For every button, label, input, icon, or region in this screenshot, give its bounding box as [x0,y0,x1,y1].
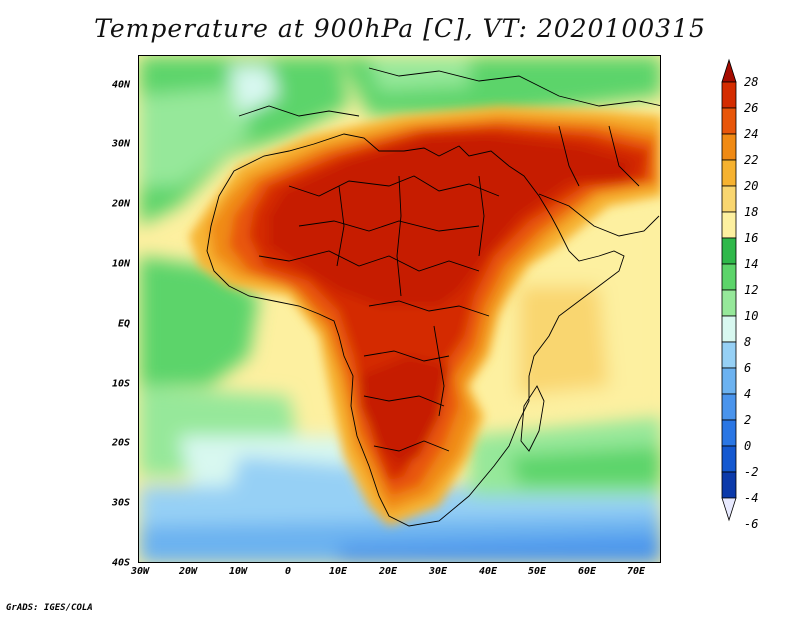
colorbar-swatch [721,185,737,213]
colorbar-label: 8 [744,335,752,349]
colorbar-label: 28 [744,75,759,89]
lat-label: 30N [111,138,130,150]
colorbar-label: 2 [744,413,752,427]
colorbar-swatch [721,237,737,265]
colorbar-label: 10 [744,309,759,323]
colorbar-swatch [721,471,737,499]
colorbar-label: 20 [744,179,759,193]
colorbar-label: 18 [744,205,759,219]
colorbar-swatch [721,367,737,395]
colorbar-label: -6 [744,517,759,531]
lon-label: 0 [284,566,292,577]
colorbar-up-arrow-icon [721,58,737,83]
colorbar-swatch [721,289,737,317]
lat-label: EQ [117,318,130,330]
colorbar-swatch [721,107,737,135]
colorbar-label: 0 [744,439,752,453]
colorbar-label: 26 [744,101,759,115]
coastlines [206,67,660,527]
lon-label: 20E [378,566,398,577]
colorbar-label: 24 [744,127,759,141]
colorbar-swatch [721,393,737,421]
colorbar-label: 16 [744,231,759,245]
colorbar-swatch [721,263,737,291]
colorbar-swatch [721,159,737,187]
lat-label: 20N [111,198,130,210]
lon-label: 30E [428,566,448,577]
colorbar-swatch [721,315,737,343]
colorbar-swatch [721,211,737,239]
colorbar [721,58,737,522]
lat-label: 10S [111,378,130,390]
colorbar-label: 12 [744,283,759,297]
lat-label: 20S [111,437,130,449]
lon-label: 70E [626,566,646,577]
lat-label: 40S [111,557,130,569]
lon-label: 50E [527,566,547,577]
lat-label: 40N [111,79,130,91]
chart-title: Temperature at 900hPa [C], VT: 202010031… [94,14,706,43]
credit-text: GrADS: IGES/COLA [6,603,93,613]
temperature-field [139,56,660,562]
colorbar-label: -4 [744,491,759,505]
colorbar-swatch [721,81,737,109]
colorbar-down-arrow-icon [721,497,737,522]
colorbar-label: 4 [744,387,752,401]
lat-label: 10N [111,258,130,270]
lon-label: 30W [130,566,150,577]
lon-label: 10W [228,566,248,577]
colorbar-swatch [721,419,737,447]
colorbar-label: 6 [744,361,752,375]
colorbar-swatch [721,445,737,473]
lat-label: 30S [111,497,130,509]
lon-label: 60E [577,566,597,577]
lon-label: 40E [478,566,498,577]
colorbar-label: -2 [744,465,759,479]
map-panel [138,55,661,563]
lon-label: 20W [178,566,198,577]
colorbar-swatch [721,133,737,161]
lon-label: 10E [328,566,348,577]
colorbar-swatch [721,341,737,369]
colorbar-label: 14 [744,257,759,271]
colorbar-label: 22 [744,153,759,167]
